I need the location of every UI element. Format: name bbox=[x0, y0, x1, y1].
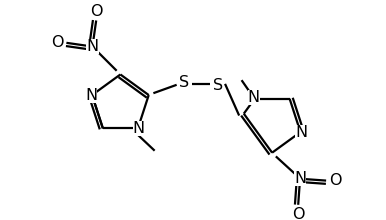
Text: N: N bbox=[294, 171, 306, 186]
Text: O: O bbox=[292, 207, 305, 220]
Text: N: N bbox=[295, 125, 308, 139]
Text: S: S bbox=[213, 78, 223, 93]
Text: N: N bbox=[133, 121, 145, 136]
Text: O: O bbox=[329, 173, 342, 188]
Text: N: N bbox=[85, 88, 97, 103]
Text: O: O bbox=[51, 35, 63, 50]
Text: N: N bbox=[86, 39, 98, 54]
Text: O: O bbox=[90, 4, 102, 19]
Text: N: N bbox=[248, 90, 260, 105]
Text: S: S bbox=[179, 75, 189, 90]
